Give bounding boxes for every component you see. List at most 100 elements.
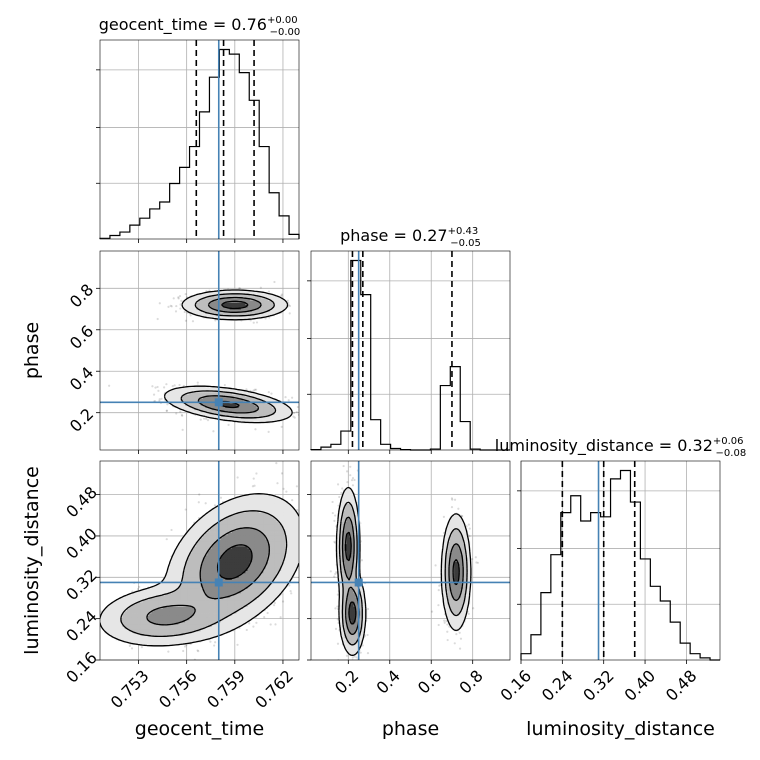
sample-point [329,570,332,573]
density-cell [245,403,248,406]
density-cell [263,418,266,422]
density-cell [245,315,248,319]
sample-point [175,304,178,308]
density-cell [238,414,242,417]
sample-point [255,321,259,324]
sample-point [184,319,188,322]
density-cell [182,389,186,393]
density-cell [263,409,266,413]
density-cell [214,414,217,417]
sample-point [336,593,339,596]
sample-point [273,280,276,284]
density-cell [263,407,266,411]
density-cell [202,311,206,315]
sample-point [266,611,269,615]
density-cell [276,405,280,408]
density-cell [198,409,202,413]
contours-geocent_time|phase [163,289,293,424]
density-cell [205,414,208,417]
density-cell [256,315,260,319]
sample-point [299,524,301,526]
density-cell [189,391,193,395]
density-cell [231,409,235,413]
density-cell [209,313,213,317]
density-cell [211,311,215,315]
density-cell [229,407,233,411]
density-cell [216,409,219,413]
sample-point [255,621,258,624]
sample-point [73,609,75,611]
density-cell [184,405,188,408]
density-cell [169,394,172,397]
density-cell [278,407,282,411]
density-cell [173,389,177,393]
density-cell [252,394,255,397]
density-cell [247,396,251,399]
density-cell [229,315,233,319]
density-cell [236,398,240,402]
sample-point [351,484,355,487]
density-cell [254,394,257,397]
sample-point [461,514,464,518]
density-cell [218,396,222,399]
density-cell [189,389,193,393]
sample-point [450,506,454,509]
density-cell [243,405,246,408]
density-cell [191,389,195,393]
density-cell [180,391,184,395]
density-cell [173,398,177,402]
sample-point [184,293,187,296]
sample-point [458,647,462,650]
density-cell [200,398,204,402]
density-cell [249,414,253,417]
density-cell [198,387,202,391]
density-cell [281,405,284,408]
density-cell [247,403,251,406]
density-cell [205,394,208,397]
density-cell [283,409,286,413]
sample-point [333,519,336,522]
density-cell [209,311,213,315]
density-cell [265,313,269,317]
sample-point [316,405,318,407]
density-cell [263,411,266,415]
density-cell [207,414,210,417]
sample-point [329,523,331,525]
density-cell [231,398,235,402]
density-cell [209,387,213,391]
sample-point [158,398,161,401]
density-cell [265,416,269,420]
density-cell [234,403,237,406]
density-cell [189,403,193,406]
density-cell [173,403,177,406]
sample-point [331,511,334,515]
sample-point [179,303,182,306]
sample-point [337,504,340,507]
density-cell [196,391,199,395]
sample-point [269,623,272,626]
density-cell [260,416,264,420]
density-cell [245,398,248,402]
density-cell [281,407,284,411]
density-cell [258,411,262,415]
sample-point [336,605,339,608]
density-cell [252,405,255,408]
density-cell [227,407,231,411]
density-cell [252,414,255,417]
density-cell [231,315,235,319]
density-cell [191,405,195,408]
density-cell [214,396,217,399]
density-cell [211,315,215,319]
sample-point [209,640,212,643]
density-cell [222,398,226,402]
sample-point [248,622,251,625]
sample-point [287,303,290,307]
density-cell [240,418,244,422]
density-cell [260,396,264,399]
density-cell [218,411,222,415]
sample-point [345,654,349,657]
density-cell [269,414,273,417]
density-cell [269,398,273,402]
sample-point [173,384,176,387]
density-cell [196,398,199,402]
